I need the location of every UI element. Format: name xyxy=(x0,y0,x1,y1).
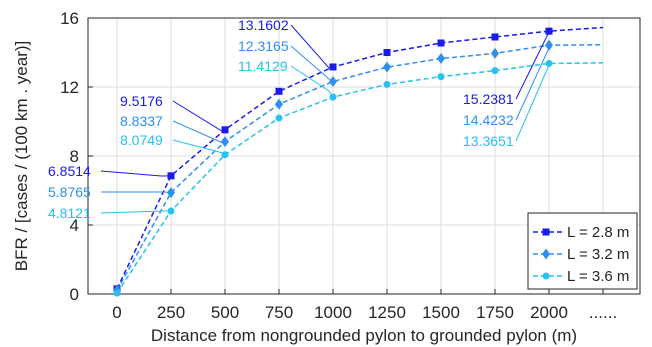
annotation-label: 4.8121 xyxy=(48,205,91,221)
annotation: 8.8337 xyxy=(120,113,226,144)
annotation-leader xyxy=(515,45,550,121)
annotation-leader xyxy=(172,100,226,134)
data-point xyxy=(491,67,499,75)
x-tick-label: 1500 xyxy=(422,303,460,322)
data-point xyxy=(383,80,391,88)
x-tick-label: 1750 xyxy=(476,303,514,322)
legend-marker xyxy=(542,228,550,236)
x-tick-label: 500 xyxy=(211,303,239,322)
x-tick-label: 250 xyxy=(157,303,185,322)
annotation: 9.5176 xyxy=(120,93,226,134)
annotation-label: 14.4232 xyxy=(463,112,514,128)
data-point xyxy=(491,47,499,59)
x-tick-label: 2000 xyxy=(530,303,568,322)
y-tick-label: 16 xyxy=(60,9,79,28)
annotation-leader xyxy=(515,30,550,100)
annotation: 13.3651 xyxy=(463,63,550,149)
annotation-label: 11.4129 xyxy=(238,58,288,74)
legend-marker xyxy=(542,272,550,280)
legend-label: L = 3.6 m xyxy=(567,268,629,285)
legend: L = 2.8 m L = 3.2 m L = 3.6 m xyxy=(527,212,638,290)
data-point xyxy=(275,87,283,95)
data-point xyxy=(437,73,445,81)
x-tick-label: 0 xyxy=(112,303,121,322)
annotation-leader xyxy=(290,45,334,82)
annotation-leader xyxy=(172,120,226,144)
annotation: 8.0749 xyxy=(120,132,226,156)
annotation: 4.8121 xyxy=(48,205,172,221)
y-tick-label: 4 xyxy=(70,216,79,235)
data-point xyxy=(383,49,391,56)
annotation-leader xyxy=(101,191,172,194)
data-point xyxy=(437,39,445,47)
annotation: 11.4129 xyxy=(238,58,334,98)
x-tick-label: 750 xyxy=(265,303,293,322)
data-point xyxy=(275,98,283,110)
annotation-leader xyxy=(515,63,550,142)
series-line xyxy=(116,62,604,294)
y-axis-ticks: 0 4 8 12 16 xyxy=(60,9,93,304)
legend-label: L = 3.2 m xyxy=(567,246,629,263)
annotation-leader xyxy=(100,170,172,177)
legend-item-2: L = 3.2 m xyxy=(533,246,629,263)
x-axis-title: Distance from nongrounded pylon to groun… xyxy=(151,326,577,345)
series-line xyxy=(116,43,604,291)
y-tick-label: 8 xyxy=(70,147,79,166)
series-line xyxy=(116,26,604,290)
annotation-label: 9.5176 xyxy=(120,93,163,109)
x-tick-label: 1250 xyxy=(368,303,406,322)
data-point xyxy=(275,114,283,122)
annotation-label: 5.8765 xyxy=(48,184,91,200)
y-tick-label: 12 xyxy=(60,78,79,97)
data-point xyxy=(491,33,499,41)
annotation: 6.8514 xyxy=(48,163,172,179)
data-point xyxy=(383,61,391,73)
annotation-leader xyxy=(172,139,226,156)
annotation: 13.1602 xyxy=(238,17,334,69)
annotation: 12.3165 xyxy=(238,38,334,82)
legend-label: L = 2.8 m xyxy=(567,224,629,241)
annotation-label: 13.1602 xyxy=(238,17,289,33)
annotation-label: 6.8514 xyxy=(48,163,91,179)
annotation: 15.2381 xyxy=(463,30,550,107)
annotation-leader xyxy=(100,210,172,214)
annotation-label: 13.3651 xyxy=(463,133,514,149)
y-axis-title: BFR / [cases / (100 km . year)] xyxy=(12,41,31,272)
y-tick-label: 0 xyxy=(70,285,79,304)
annotation: 14.4232 xyxy=(463,45,550,128)
annotations-layer: 6.8514 5.8765 4.8121 9.5176 8.8337 8.0749 13.1… xyxy=(48,17,550,221)
annotation-label: 8.0749 xyxy=(120,132,163,148)
annotation-leader xyxy=(290,24,334,69)
annotation: 5.8765 xyxy=(48,184,172,200)
legend-item-1: L = 2.8 m xyxy=(533,224,629,241)
annotation-label: 15.2381 xyxy=(463,91,514,107)
x-tick-label: ...... xyxy=(589,303,617,322)
data-point xyxy=(437,53,445,65)
legend-marker xyxy=(542,248,550,260)
annotation-leader xyxy=(290,65,334,98)
annotation-label: 12.3165 xyxy=(238,38,289,54)
legend-item-3: L = 3.6 m xyxy=(533,268,629,285)
data-point xyxy=(113,289,121,297)
x-axis-ticks: 0 250 500 750 1000 1250 1500 1750 2000...... xyxy=(112,289,617,322)
annotation-label: 8.8337 xyxy=(120,113,163,129)
x-tick-label: 1000 xyxy=(314,303,352,322)
